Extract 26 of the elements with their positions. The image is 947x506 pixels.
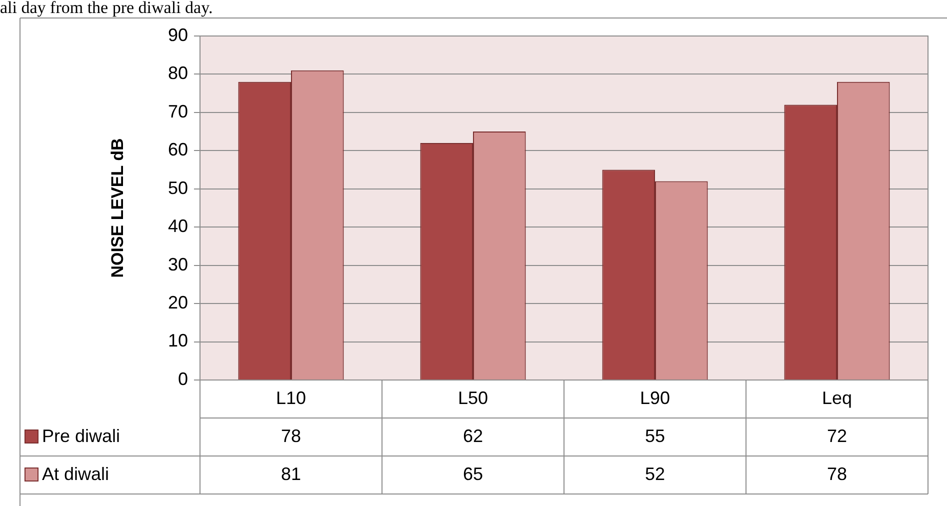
x-tick-label: L50 (458, 388, 488, 408)
data-label: 55 (644, 426, 666, 446)
x-tick-label: L90 (640, 388, 670, 408)
x-tick-label: L10 (276, 388, 306, 408)
y-tick-label: 90 (168, 24, 188, 45)
data-label: 62 (462, 426, 484, 446)
legend-label: Pre diwali (42, 426, 120, 446)
y-tick-label: 70 (168, 101, 188, 122)
y-axis-title: NOISE LEVEL dB (108, 138, 127, 278)
y-tick-label: 10 (168, 330, 188, 351)
y-tick-label: 30 (168, 254, 188, 274)
y-tick-label: 80 (168, 63, 188, 84)
data-label: 81 (280, 464, 302, 484)
data-label: 52 (644, 464, 666, 484)
y-tick-label: 60 (168, 140, 188, 160)
data-label: 78 (280, 426, 302, 446)
data-label: 78 (826, 464, 848, 484)
y-tick-label: 50 (168, 178, 188, 198)
y-tick-label: 0 (178, 368, 188, 389)
text: ali day from the pre diwali day. (0, 0, 213, 17)
y-tick-label: 40 (168, 216, 188, 236)
x-tick-label: Leq (822, 388, 852, 408)
legend-label: At diwali (42, 464, 110, 484)
data-label: 72 (826, 426, 848, 446)
data-label: 65 (462, 464, 484, 484)
y-tick-label: 20 (168, 292, 188, 313)
